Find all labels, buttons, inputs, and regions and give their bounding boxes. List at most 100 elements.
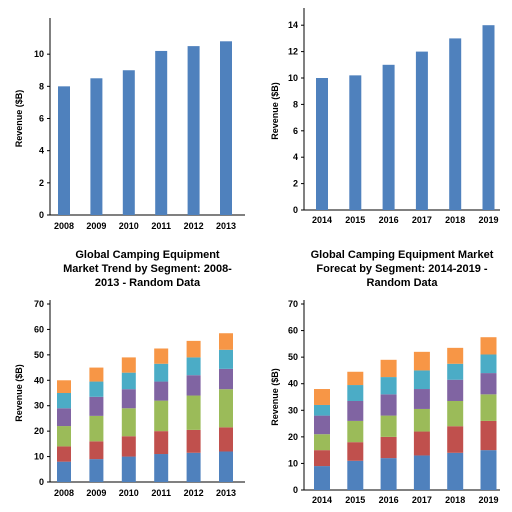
chart-3-y-tick-label: 50 [34, 350, 44, 360]
chart-3-x-tick-label: 2012 [184, 488, 204, 498]
chart-3-bar-2008-segment-1 [57, 461, 71, 482]
chart-3-bar-2011-segment-4 [154, 381, 169, 401]
chart-3-y-tick-label: 70 [34, 299, 44, 309]
chart-4-bar-2019-segment-1 [480, 450, 497, 490]
chart-4-bar-2017-segment-6 [413, 351, 430, 371]
chart-1-bar-2008 [58, 86, 70, 215]
chart-4-bar-2015-segment-5 [347, 385, 364, 401]
chart-3-bar-2011-segment-3 [154, 400, 169, 432]
chart-4-bar-2016-segment-2 [380, 436, 397, 459]
chart-4-bar-2014-segment-1 [314, 466, 330, 490]
chart-1-x-tick-label: 2010 [119, 221, 139, 231]
chart-1-y-tick-label: 2 [39, 178, 44, 188]
chart-1-y-tick-label: 4 [39, 146, 44, 156]
chart-2-y-tick-label: 2 [293, 179, 298, 189]
chart-1-x-tick-label: 2009 [86, 221, 106, 231]
chart-4-bar-2016-segment-1 [380, 458, 397, 490]
chart-3-bar-2008-segment-6 [57, 380, 71, 393]
chart-3-bar-2010-segment-3 [121, 408, 136, 437]
chart-3-bar-2013-segment-3 [219, 389, 233, 428]
chart-2-bar-2018 [449, 38, 462, 211]
chart-2-y-tick-label: 14 [288, 20, 298, 30]
chart-3-bar-2009-segment-3 [89, 415, 104, 442]
chart-2-x-tick-label: 2019 [478, 215, 498, 225]
chart-4-y-tick-label: 20 [288, 432, 298, 442]
chart-3-bar-2009-segment-5 [89, 381, 104, 397]
chart-1-bar-2011 [155, 50, 168, 216]
chart-4-bar-2018-segment-4 [447, 379, 464, 401]
chart-2-y-tick-label: 10 [288, 73, 298, 83]
chart-3-bar-2011-segment-6 [154, 348, 169, 364]
chart-2-y-tick-label: 6 [293, 126, 298, 136]
chart-4-bar-2019-segment-2 [480, 420, 497, 451]
chart-2-bar-2016 [382, 64, 395, 210]
chart-1-bar-2012 [187, 46, 200, 215]
chart-3-bar-2010-segment-4 [121, 389, 136, 409]
chart-4-bar-2019-segment-6 [480, 337, 497, 355]
chart-4-bar-2015-segment-6 [347, 371, 364, 386]
chart-3-bar-2011-segment-5 [154, 363, 169, 382]
chart-3-y-tick-label: 40 [34, 375, 44, 385]
chart-1-x-tick-label: 2008 [54, 221, 74, 231]
chart-4-y-tick-label: 30 [288, 405, 298, 415]
chart-3-y-tick-label: 30 [34, 401, 44, 411]
chart-4-bar-2018-segment-6 [447, 347, 464, 364]
chart-4-bar-2016-segment-5 [380, 377, 397, 395]
chart-3-title-line-3: 2013 - Random Data [95, 277, 201, 289]
chart-4-bar-2017-segment-2 [413, 431, 430, 456]
chart-2-bar-2015 [349, 75, 362, 210]
chart-4-bar-2017-segment-3 [413, 408, 430, 432]
chart-2-x-tick-label: 2015 [345, 215, 365, 225]
chart-4-x-tick-label: 2018 [445, 495, 465, 505]
chart-4-x-tick-label: 2017 [412, 495, 432, 505]
chart-4-x-tick-label: 2016 [379, 495, 399, 505]
chart-2-y-tick-label: 12 [288, 47, 298, 57]
chart-2-y-tick-label: 8 [293, 99, 298, 109]
chart-4-x-tick-label: 2019 [478, 495, 498, 505]
chart-3-bar-2013-segment-5 [219, 349, 233, 369]
chart-4-y-tick-label: 40 [288, 379, 298, 389]
chart-3-bar-2012-segment-4 [186, 375, 201, 396]
chart-1-bar-2013 [220, 41, 232, 215]
chart-4-bar-2014-segment-6 [314, 389, 330, 405]
chart-3-bar-2013-segment-1 [219, 451, 233, 482]
chart-4-y-tick-label: 50 [288, 352, 298, 362]
chart-3-title-line-1: Global Camping Equipment [75, 249, 220, 261]
chart-4-y-tick-label: 60 [288, 326, 298, 336]
chart-1-y-axis-label: Revenue ($B) [14, 90, 24, 148]
chart-1-y-tick-label: 8 [39, 81, 44, 91]
chart-4-bar-2016-segment-3 [380, 415, 397, 437]
chart-4-bar-2016-segment-6 [380, 359, 397, 378]
chart-3-bar-2008-segment-3 [57, 426, 71, 447]
chart-4-x-tick-label: 2014 [312, 495, 332, 505]
chart-4-bar-2017-segment-5 [413, 370, 430, 390]
chart-3-bar-2013-segment-6 [219, 333, 233, 350]
chart-4-bar-2018-segment-3 [447, 400, 464, 427]
chart-3-bar-2009-segment-2 [89, 441, 104, 460]
chart-4-bar-2014-segment-4 [314, 415, 330, 435]
chart-4-bar-2015-segment-4 [347, 400, 364, 421]
chart-2-bar-2014 [316, 78, 328, 210]
chart-3-bar-2010-segment-1 [121, 456, 136, 482]
chart-1-y-tick-label: 0 [39, 210, 44, 220]
chart-4-bar-2015-segment-3 [347, 420, 364, 443]
chart-4-x-tick-label: 2015 [345, 495, 365, 505]
chart-3-y-tick-label: 60 [34, 324, 44, 334]
chart-3-x-tick-label: 2010 [119, 488, 139, 498]
chart-3-bar-2009-segment-4 [89, 396, 104, 416]
chart-4-bar-2015-segment-1 [347, 460, 364, 490]
chart-3-bar-2011-segment-1 [154, 454, 169, 482]
chart-3-bar-2009-segment-6 [89, 367, 104, 382]
chart-4-y-axis-label: Revenue ($B) [270, 368, 280, 426]
chart-1-bar-2010 [122, 70, 135, 215]
chart-2-x-tick-label: 2016 [379, 215, 399, 225]
chart-4-title-line-3: Random Data [367, 277, 439, 289]
chart-4-bar-2018-segment-1 [447, 452, 464, 490]
chart-1-x-tick-label: 2013 [216, 221, 236, 231]
chart-4-bar-2016-segment-4 [380, 394, 397, 416]
chart-4-bar-2019-segment-3 [480, 394, 497, 421]
chart-3-y-tick-label: 10 [34, 452, 44, 462]
chart-4-y-tick-label: 10 [288, 458, 298, 468]
chart-3-bar-2012-segment-3 [186, 395, 201, 430]
